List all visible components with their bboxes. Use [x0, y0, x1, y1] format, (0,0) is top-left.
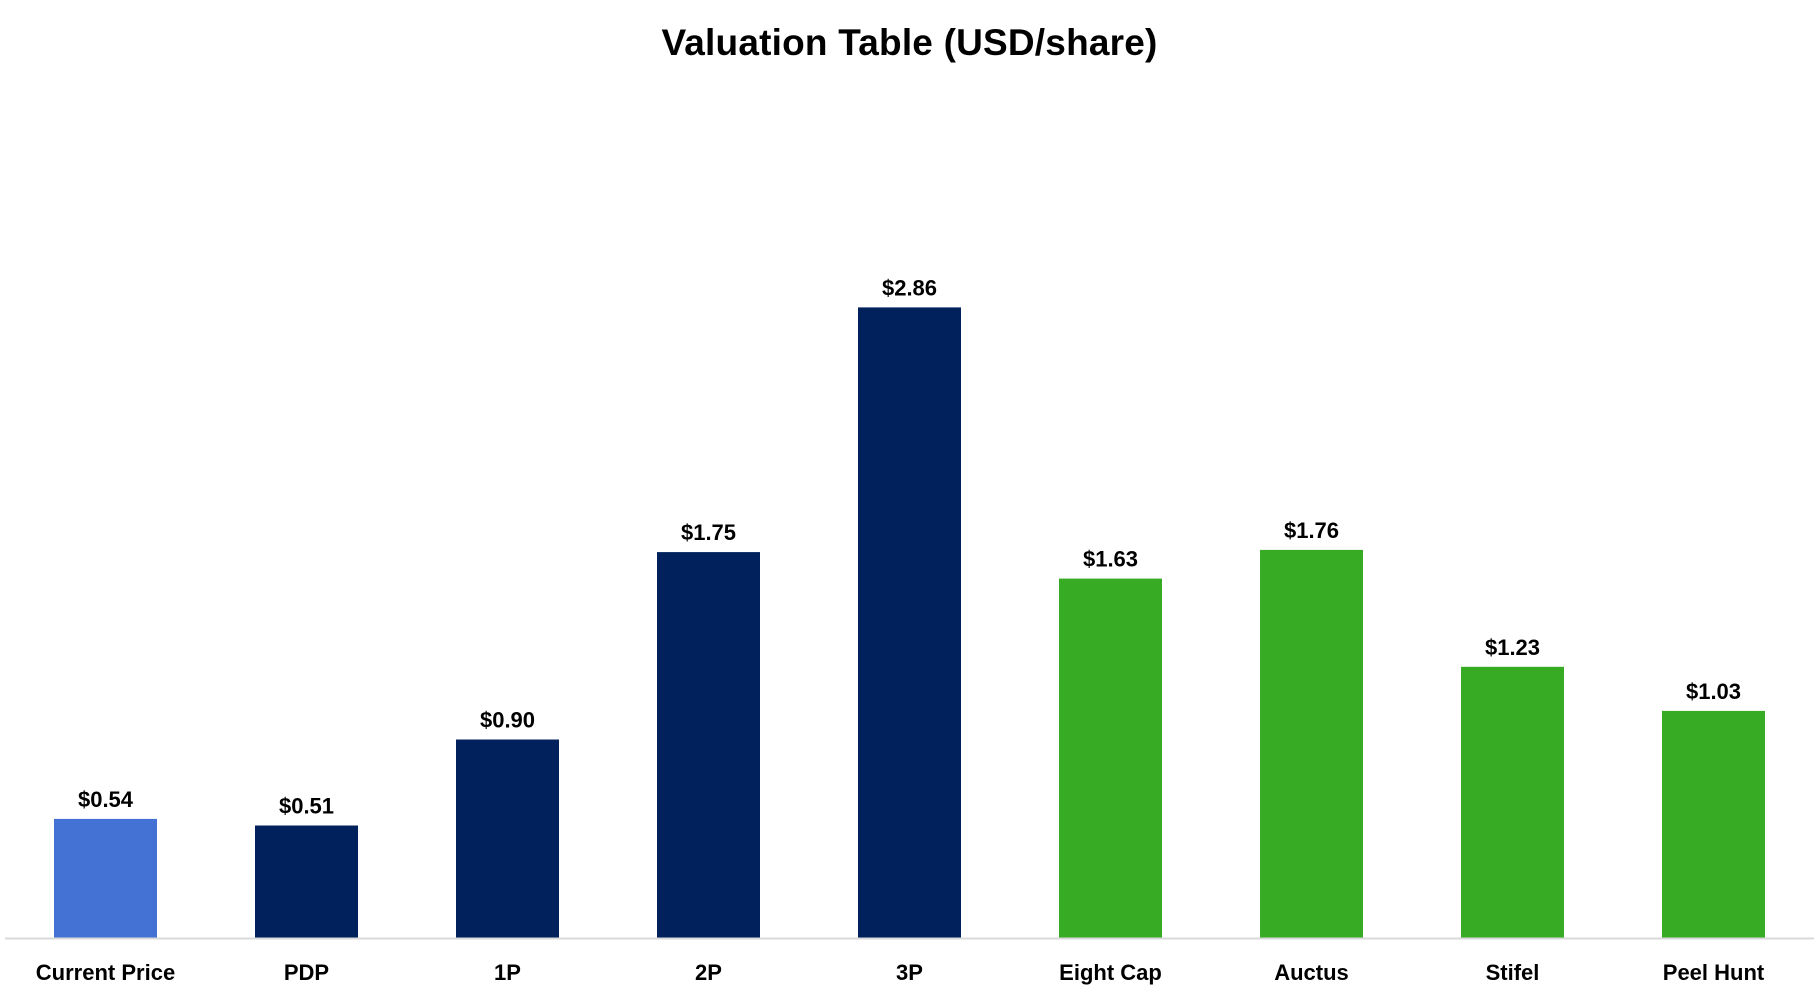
data-label: $1.63: [1083, 547, 1138, 572]
x-tick-label: 3P: [896, 960, 923, 985]
bar-1p: [456, 739, 559, 938]
chart-title: Valuation Table (USD/share): [661, 22, 1158, 63]
x-tick-label: Auctus: [1274, 960, 1349, 985]
data-label: $1.75: [681, 520, 736, 545]
data-label: $1.23: [1485, 635, 1540, 660]
data-label: $0.54: [78, 787, 134, 812]
bar-pdp: [255, 825, 358, 938]
value-labels-layer: $0.54 $0.51 $0.90 $1.75 $2.86 $1.63 $1.76 $1.23…: [78, 275, 1741, 818]
bar-2p: [657, 552, 760, 938]
x-tick-label: 1P: [494, 960, 521, 985]
x-tick-label: PDP: [284, 960, 329, 985]
bar-3p: [858, 307, 961, 938]
bar-auctus: [1260, 549, 1363, 938]
data-label: $1.03: [1686, 679, 1741, 704]
x-tick-label: Current Price: [36, 960, 175, 985]
bar-peel-hunt: [1662, 710, 1765, 938]
x-tick-label: Peel Hunt: [1663, 960, 1765, 985]
bar-eight-cap: [1059, 578, 1162, 938]
x-tick-label: 2P: [695, 960, 722, 985]
data-label: $1.76: [1284, 518, 1339, 543]
x-tick-label: Eight Cap: [1059, 960, 1162, 985]
bars-layer: [54, 307, 1765, 938]
data-label: $0.90: [480, 708, 535, 733]
bar-current-price: [54, 818, 157, 938]
bar-stifel: [1461, 666, 1564, 938]
data-label: $0.51: [279, 794, 334, 819]
data-label: $2.86: [882, 275, 937, 300]
category-labels-layer: Current Price PDP 1P 2P 3P Eight Cap Auctus Sti…: [36, 960, 1765, 985]
x-tick-label: Stifel: [1486, 960, 1540, 985]
